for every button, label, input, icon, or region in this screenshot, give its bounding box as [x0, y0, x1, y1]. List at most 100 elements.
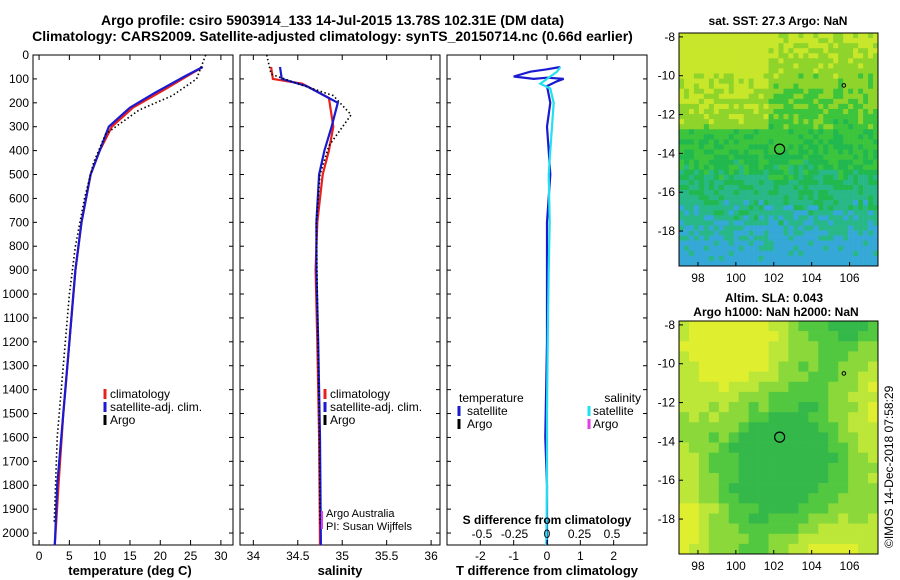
map-cell	[843, 195, 849, 201]
map-cell	[778, 533, 789, 545]
map-cell	[838, 483, 849, 494]
map-cell	[723, 174, 730, 181]
map-cell	[843, 119, 849, 125]
map-cell	[778, 43, 784, 49]
map-cell	[783, 48, 789, 54]
map-cell	[808, 169, 814, 176]
map-cell	[713, 114, 720, 120]
map-cell	[718, 103, 725, 110]
map-cell	[753, 210, 759, 216]
map-cell	[728, 129, 735, 135]
x-tick-label: 35.5	[375, 549, 399, 563]
map-cell	[793, 103, 799, 110]
map-cell	[848, 58, 854, 64]
map-cell	[708, 154, 715, 160]
y-tick-label: 1200	[2, 335, 29, 349]
map-cell	[748, 205, 754, 211]
map-cell	[679, 255, 685, 262]
map-cell	[848, 230, 854, 236]
map-cell	[818, 215, 824, 221]
map-cell	[858, 205, 864, 211]
map-cell	[718, 83, 725, 90]
map-cell	[863, 43, 869, 49]
y-tick-label: 1800	[2, 478, 29, 492]
y-tick-label: 300	[9, 120, 29, 134]
map-cell	[858, 432, 869, 443]
map-cell	[708, 351, 720, 362]
map-cell	[828, 63, 834, 69]
map-cell	[703, 190, 710, 196]
map-cell	[783, 230, 789, 236]
map-cell	[723, 139, 730, 145]
map-cell	[808, 432, 819, 443]
map-cell	[738, 174, 744, 181]
map-cell	[853, 33, 859, 39]
map-cell	[708, 103, 715, 110]
map-cell	[833, 240, 839, 247]
map-cell	[833, 179, 839, 186]
map-cell	[853, 179, 859, 186]
map-cell	[743, 195, 749, 201]
map-cell	[848, 93, 854, 100]
map-cell	[803, 58, 809, 64]
map-cell	[708, 533, 720, 545]
map-cell	[773, 159, 779, 165]
map-cell	[858, 493, 869, 504]
map-cell	[748, 493, 759, 504]
map-cell	[838, 33, 844, 39]
map-cell	[708, 225, 715, 231]
map-cell	[833, 190, 839, 196]
map-cell	[683, 195, 690, 201]
map-cell	[853, 119, 859, 125]
map-cell	[868, 43, 874, 49]
map-cell	[848, 250, 854, 257]
map-cell	[858, 351, 869, 362]
map-cell	[698, 129, 705, 135]
map-cell	[778, 184, 784, 191]
map-cell	[828, 533, 839, 545]
map-cell	[848, 381, 859, 393]
map-cell	[698, 452, 710, 464]
map-cell	[679, 114, 685, 120]
map-cell	[763, 245, 769, 252]
map-cell	[838, 245, 844, 252]
map-cell	[858, 108, 864, 115]
map-cell	[679, 225, 685, 231]
map-cell	[698, 523, 710, 535]
map-cell	[848, 83, 854, 90]
map-cell	[703, 38, 710, 44]
map-cell	[858, 371, 869, 383]
map-cell	[848, 483, 859, 494]
map-cell	[738, 83, 744, 90]
map-cell	[853, 73, 859, 79]
map-cell	[768, 190, 774, 196]
map-cell	[768, 169, 774, 176]
map-cell	[688, 235, 695, 241]
map-cell	[708, 331, 720, 342]
map-cell	[743, 88, 749, 95]
map-cell	[808, 33, 814, 39]
map-cell	[758, 134, 764, 140]
map-cell	[738, 331, 749, 342]
map-cell	[873, 154, 879, 160]
map-cell	[858, 93, 864, 100]
map-cell	[868, 255, 874, 262]
map-cell	[738, 321, 749, 332]
map-cell	[793, 53, 799, 59]
map-cell	[738, 220, 744, 226]
map-cell	[748, 149, 754, 155]
map-cell	[733, 210, 739, 216]
map-cell	[718, 513, 730, 524]
map-cell	[679, 493, 690, 504]
map-cell	[853, 53, 859, 59]
map-cell	[768, 73, 774, 79]
map-cell	[718, 245, 725, 252]
map-cell	[858, 361, 869, 372]
map-cell	[833, 159, 839, 165]
map-cell	[828, 493, 839, 504]
map-cell	[683, 119, 690, 125]
map-cell	[728, 68, 735, 74]
map-cell	[713, 78, 720, 84]
map-cell	[718, 543, 730, 555]
map-cell	[728, 108, 735, 115]
